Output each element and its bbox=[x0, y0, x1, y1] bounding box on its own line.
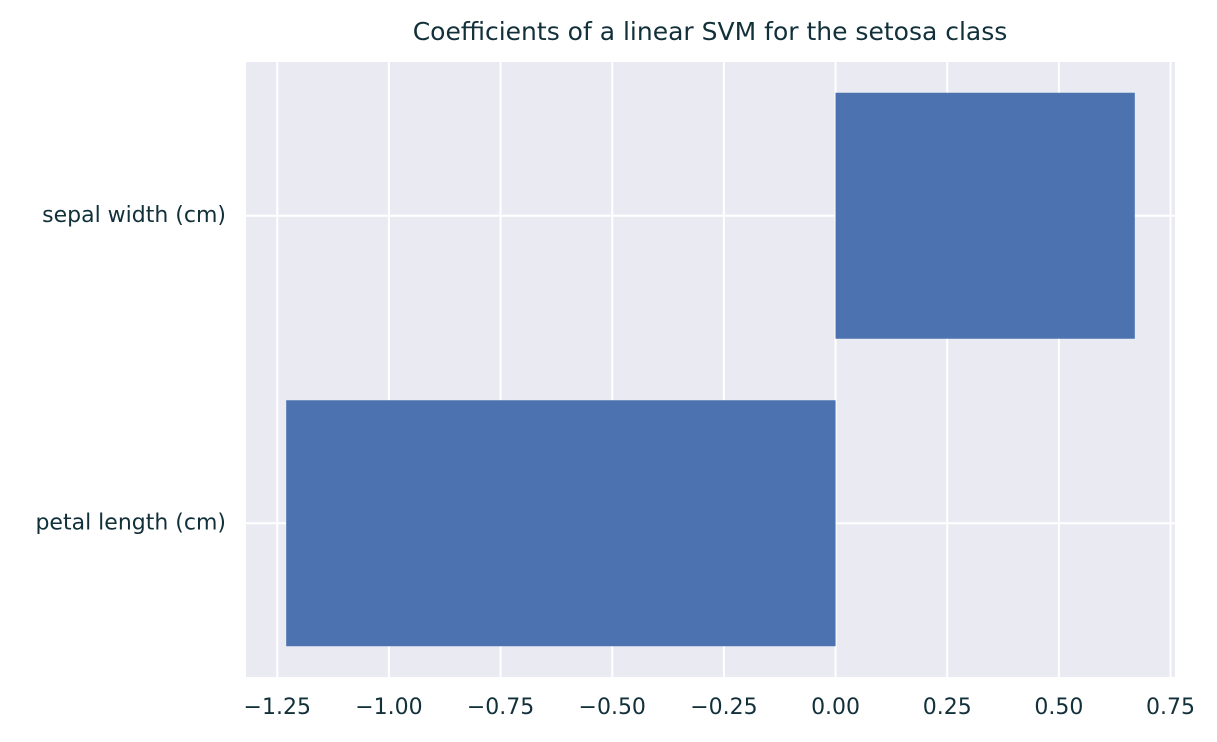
chart-title: Coefficients of a linear SVM for the set… bbox=[413, 17, 1008, 46]
x-tick-label: −1.25 bbox=[244, 695, 311, 720]
x-tick-label: −0.75 bbox=[467, 695, 534, 720]
x-tick-label: 0.75 bbox=[1146, 695, 1195, 720]
y-tick-label: petal length (cm) bbox=[35, 510, 226, 535]
x-tick-label: 0.00 bbox=[811, 695, 860, 720]
bar bbox=[286, 400, 836, 647]
bar bbox=[835, 92, 1135, 339]
x-tick-label: −0.50 bbox=[579, 695, 646, 720]
x-tick-label: −1.00 bbox=[355, 695, 422, 720]
x-tick-label: 0.25 bbox=[923, 695, 972, 720]
x-tick-label: −0.25 bbox=[690, 695, 757, 720]
y-tick-label: sepal width (cm) bbox=[42, 203, 226, 228]
x-tick-label: 0.50 bbox=[1034, 695, 1083, 720]
